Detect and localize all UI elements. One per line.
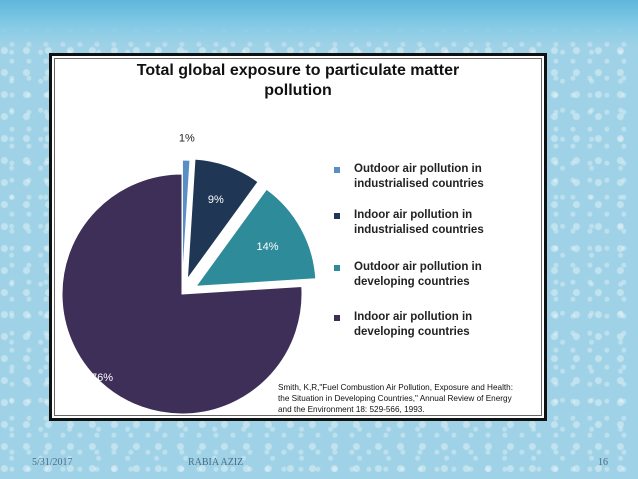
- slice-data-label: 76%: [91, 372, 113, 384]
- legend-label-line: Outdoor air pollution in: [354, 261, 482, 273]
- slide-header-band: [0, 0, 638, 46]
- legend-label-line: developing countries: [354, 276, 470, 288]
- slice-outdoor-industrialised: [181, 159, 191, 281]
- legend-label-line: Indoor air pollution in: [354, 209, 473, 221]
- legend-item-indoor-industrialised: Indoor air pollution in industrialised c…: [334, 208, 484, 238]
- footer-date: 5/31/2017: [32, 457, 73, 468]
- slice-data-label: 1%: [179, 132, 195, 144]
- slice-indoor-industrialised: [186, 158, 259, 281]
- legend-label-line: developing countries: [354, 326, 470, 338]
- legend-item-indoor-developing: Indoor air pollution in developing count…: [334, 310, 473, 340]
- citation-line: and the Environment 18: 529-566, 1993.: [278, 405, 425, 414]
- legend-label-line: Indoor air pollution in: [354, 311, 473, 323]
- footer-page-number: 16: [598, 457, 608, 468]
- legend-label-line: industrialised countries: [354, 224, 484, 236]
- slice-outdoor-developing: [194, 188, 317, 287]
- footer-author: RABIA AZIZ: [188, 457, 244, 468]
- chart-title-line-1: Total global exposure to particulate mat…: [136, 62, 460, 79]
- legend-label-line: Outdoor air pollution in: [354, 163, 482, 175]
- citation-line: the Situation in Developing Countries," …: [278, 394, 512, 403]
- legend-item-outdoor-developing: Outdoor air pollution in developing coun…: [334, 260, 482, 290]
- legend-swatch: [334, 315, 340, 321]
- slice-data-label: 14%: [257, 241, 279, 253]
- legend-swatch: [334, 265, 340, 271]
- chart-frame: 1% 9% 14% 76% Total global exposure to part…: [49, 53, 547, 421]
- citation-line: Smith, K,R,"Fuel Combustion Air Pollutio…: [278, 383, 513, 392]
- slice-indoor-developing: [61, 173, 303, 415]
- legend-swatch: [334, 167, 340, 173]
- pie-chart: 1% 9% 14% 76%: [61, 132, 317, 415]
- legend-swatch: [334, 213, 340, 219]
- chart-citation: Smith, K,R,"Fuel Combustion Air Pollutio…: [278, 382, 546, 415]
- slice-data-label: 9%: [208, 194, 224, 206]
- legend-item-outdoor-industrialised: Outdoor air pollution in industrialised …: [334, 162, 484, 192]
- legend-label-line: industrialised countries: [354, 178, 484, 190]
- chart-title-line-2: pollution: [264, 82, 332, 99]
